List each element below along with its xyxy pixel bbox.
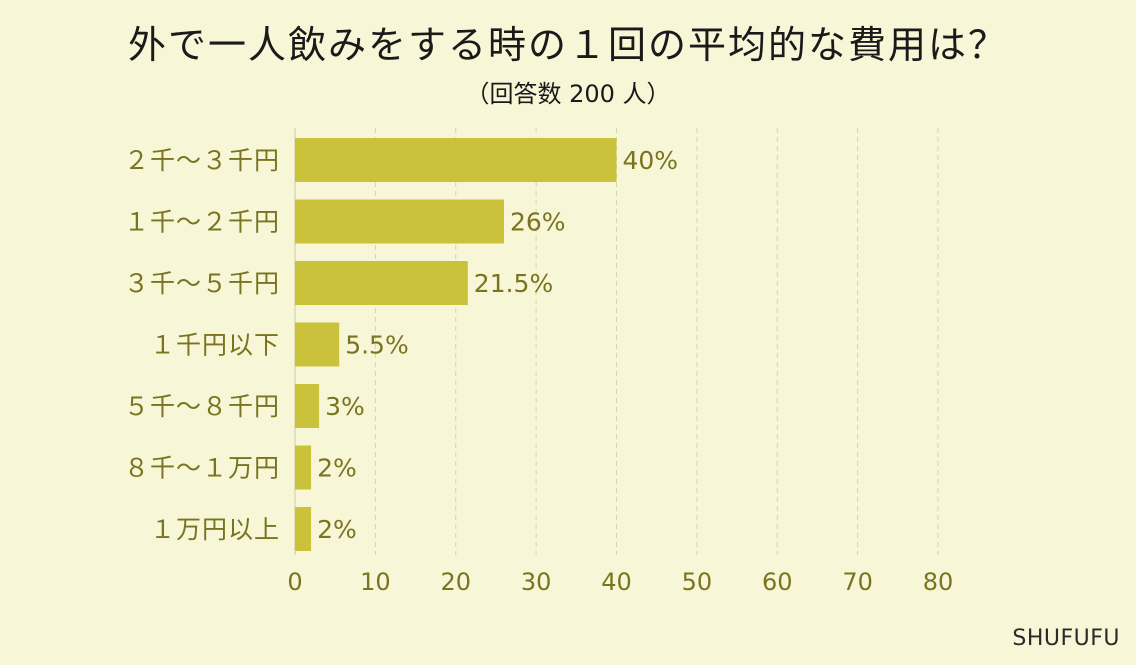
x-tick-label: 40 [601,568,632,596]
x-tick-label: 10 [360,568,391,596]
bar [295,384,320,428]
category-label: ２千～３千円 [124,146,280,175]
category-label: ３千～５千円 [124,269,280,298]
data-label: 40% [623,146,679,175]
category-label: １千～２千円 [124,208,280,237]
data-label: 21.5% [474,269,553,298]
category-label: ８千～１万円 [124,454,280,483]
chart-title: 外で一人飲みをする時の１回の平均的な費用は？ [127,23,1008,67]
x-tick-label: 70 [842,568,873,596]
chart-subtitle: （回答数 200 人） [465,80,671,108]
data-label: 3% [325,392,365,421]
category-label: １万円以上 [150,515,280,544]
x-tick-label: 0 [287,568,302,596]
category-label: １千円以下 [150,331,280,360]
x-tick-label: 80 [923,568,954,596]
data-label: 2% [317,515,357,544]
data-label: 26% [510,208,566,237]
category-label: ５千～８千円 [124,392,280,421]
bar [295,261,468,305]
data-label: 2% [317,454,357,483]
x-tick-label: 60 [762,568,793,596]
bar [295,322,340,367]
bar [295,507,312,551]
x-tick-label: 50 [682,568,713,596]
bar [295,199,504,244]
x-tick-label: 20 [440,568,471,596]
brand-logo: SHUFUFU [1012,626,1120,651]
x-tick-label: 30 [521,568,552,596]
bar [295,445,312,490]
bar [295,138,617,182]
data-label: 5.5% [345,331,409,360]
